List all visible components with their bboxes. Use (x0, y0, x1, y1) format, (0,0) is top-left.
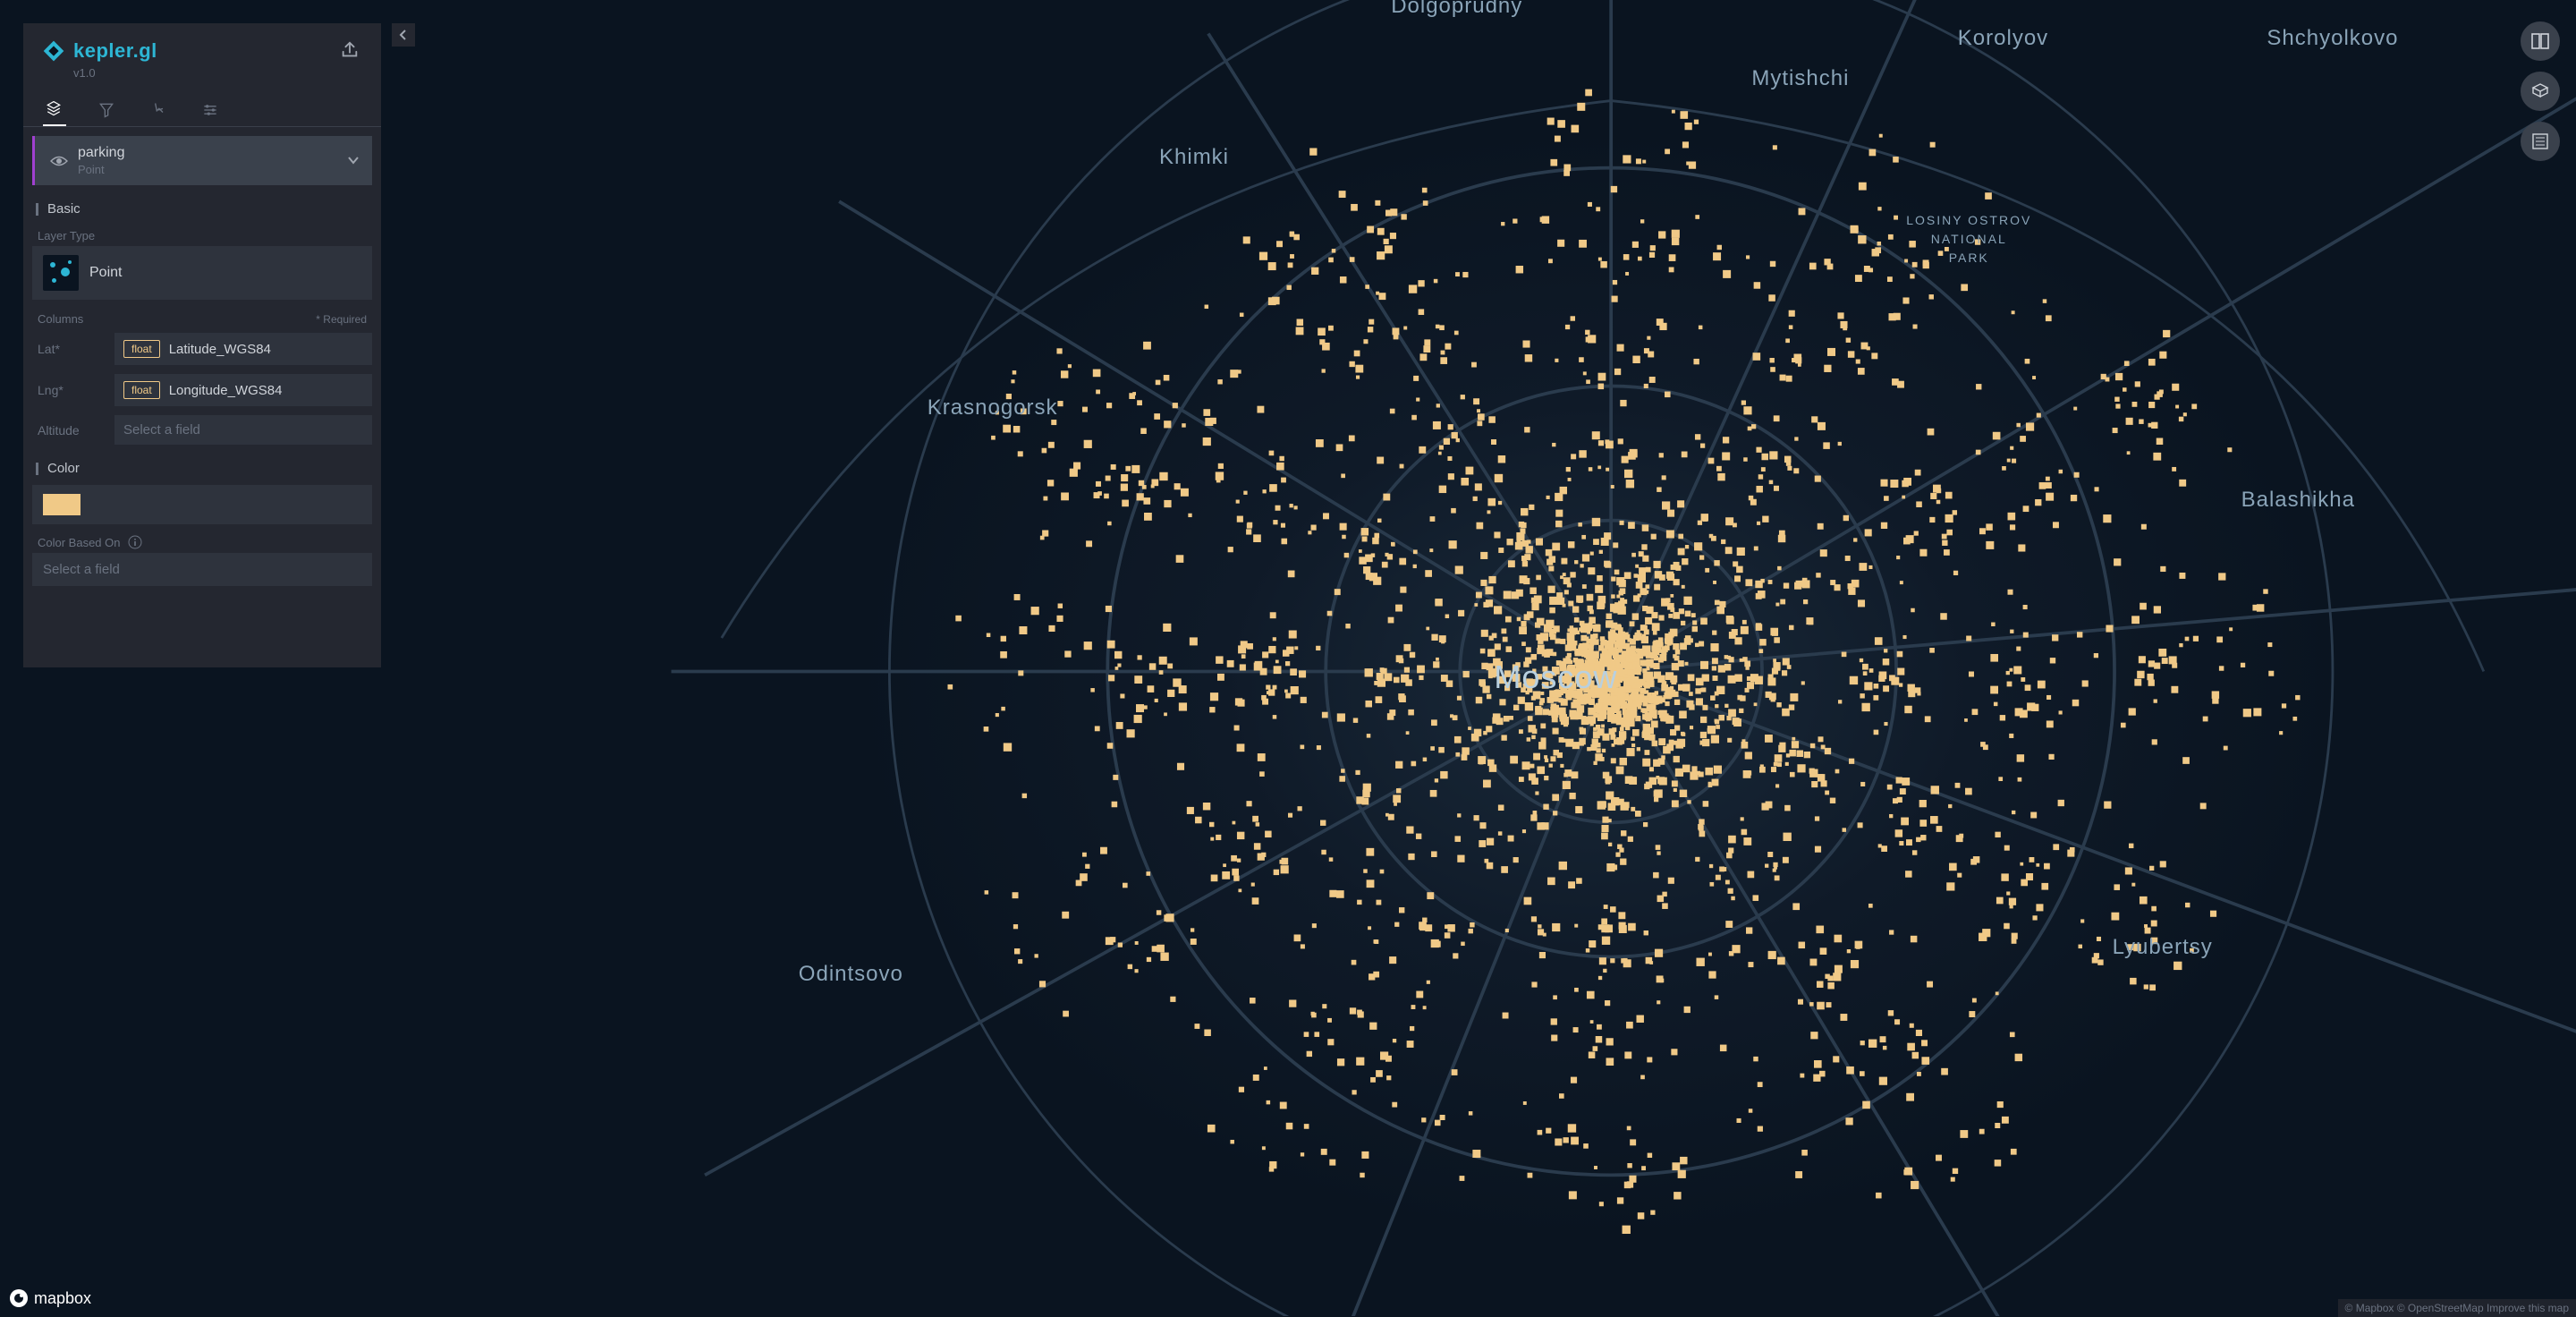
altitude-field-select[interactable]: Select a field (114, 415, 372, 445)
collapse-sidebar-button[interactable] (392, 23, 415, 47)
layer-name: parking (78, 145, 124, 161)
info-icon[interactable] (128, 535, 142, 549)
map-attribution[interactable]: © Mapbox © OpenStreetMap Improve this ma… (2338, 1299, 2576, 1317)
split-map-button[interactable] (2521, 21, 2560, 61)
chevron-down-icon (347, 153, 360, 169)
app-title: kepler.gl (73, 39, 157, 63)
lat-type-tag: float (123, 340, 160, 358)
lat-label: Lat* (32, 342, 114, 356)
map-label: Mytishchi (1751, 66, 1849, 91)
lat-field-select[interactable]: float Latitude_WGS84 (114, 333, 372, 365)
color-picker[interactable] (32, 485, 372, 524)
map-label: Khimki (1159, 145, 1229, 170)
map-legend-button[interactable] (2521, 122, 2560, 161)
map-canvas[interactable]: Dolgoprudny Korolyov Shchyolkovo Mytishchi K… (0, 0, 2576, 1317)
app-version: v1.0 (23, 63, 381, 90)
layer-type-select[interactable]: Point (32, 246, 372, 300)
map-label: Balashikha (2241, 488, 2355, 513)
tab-interactions[interactable] (147, 96, 170, 126)
map-label: Odintsovo (799, 962, 903, 987)
required-label: * Required (316, 313, 367, 326)
section-basic-title: Basic (47, 201, 80, 217)
lng-label: Lng* (32, 383, 114, 397)
color-based-on-placeholder: Select a field (43, 562, 120, 577)
color-swatch (43, 494, 80, 515)
layer-type-label: Layer Type (32, 225, 372, 246)
visibility-toggle-icon[interactable] (47, 155, 71, 167)
share-button[interactable] (340, 40, 361, 62)
altitude-placeholder: Select a field (123, 422, 200, 438)
map-label: LOSINY OSTROVNATIONALPARK (1906, 211, 2031, 268)
side-panel: kepler.gl v1.0 (23, 23, 381, 667)
section-color-title: Color (47, 461, 80, 476)
lng-field-select[interactable]: float Longitude_WGS84 (114, 374, 372, 406)
lng-type-tag: float (123, 381, 160, 399)
tab-filters[interactable] (95, 96, 118, 126)
tab-layers[interactable] (43, 96, 66, 126)
map-label: Lyubertsy (2113, 935, 2213, 960)
map-label: Shchyolkovo (2267, 26, 2398, 51)
tab-basemap[interactable] (199, 96, 222, 126)
kepler-logo-icon (43, 40, 64, 62)
layer-type-value: Point (89, 265, 122, 281)
layer-subtype: Point (78, 163, 124, 176)
color-based-on-label: Color Based On (38, 536, 121, 549)
columns-label: Columns (38, 312, 83, 326)
lng-value: Longitude_WGS84 (169, 383, 283, 398)
color-based-on-select[interactable]: Select a field (32, 553, 372, 586)
lat-value: Latitude_WGS84 (169, 342, 271, 357)
point-type-icon (43, 255, 79, 291)
map-label: Dolgoprudny (1391, 0, 1522, 19)
mapbox-logo: mapbox (9, 1288, 91, 1308)
layer-header[interactable]: parking Point (32, 136, 372, 185)
map-label: Moscow (1494, 658, 1617, 696)
toggle-3d-button[interactable] (2521, 72, 2560, 111)
map-label: Korolyov (1958, 26, 2048, 51)
map-label: Krasnogorsk (928, 395, 1058, 421)
altitude-label: Altitude (32, 423, 114, 438)
